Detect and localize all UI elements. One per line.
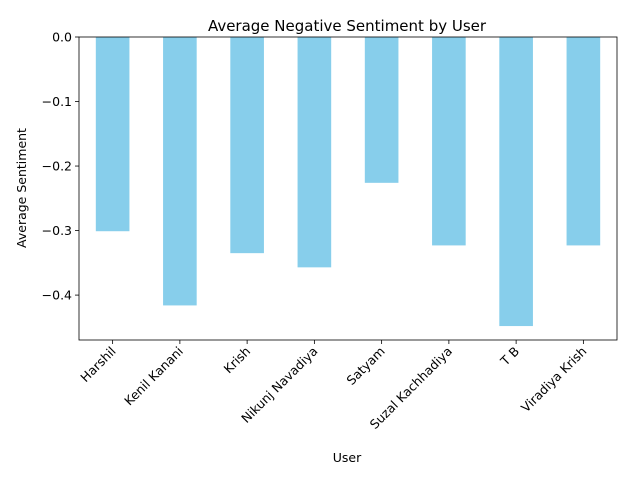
y-tick-label: −0.1 [42, 94, 72, 109]
y-tick-label: −0.3 [42, 223, 72, 238]
y-tick-label: −0.2 [42, 159, 72, 174]
y-axis: 0.0 −0.1 −0.2 −0.3 −0.4 [42, 30, 79, 303]
bar-7 [566, 37, 601, 246]
y-axis-label: Average Sentiment [14, 128, 29, 248]
chart-title: Average Negative Sentiment by User [208, 17, 487, 35]
bar-1 [163, 37, 197, 306]
x-axis-label: User [333, 450, 362, 465]
bar-2 [230, 37, 264, 254]
plot-frame [78, 36, 618, 341]
bar-5 [432, 37, 466, 246]
bar-0 [95, 37, 130, 232]
bar-4 [364, 37, 399, 183]
y-tick-label: 0.0 [52, 30, 72, 45]
bar-6 [499, 37, 533, 327]
y-tick-label: −0.4 [42, 288, 72, 303]
bars-group [95, 37, 601, 327]
bar-3 [297, 37, 332, 268]
